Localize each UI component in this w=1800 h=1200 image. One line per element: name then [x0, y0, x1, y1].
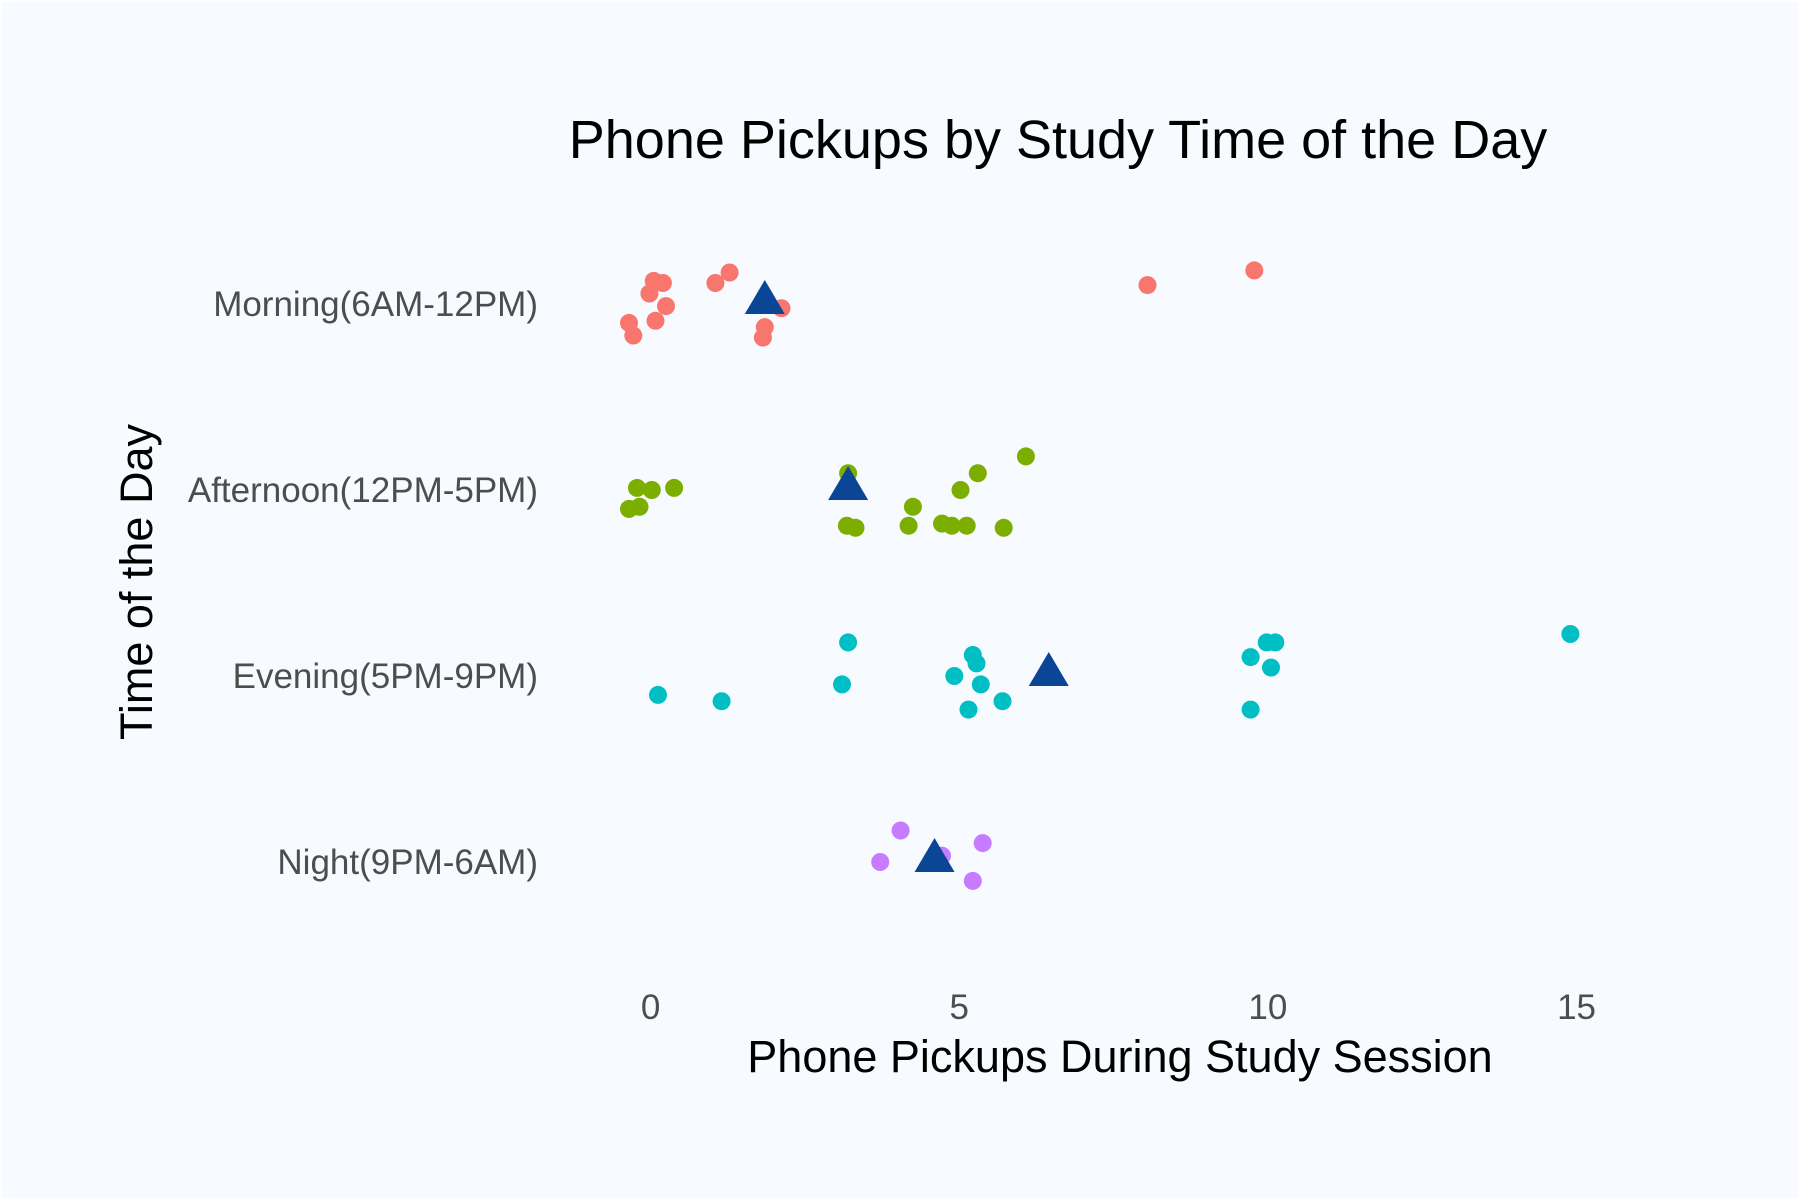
data-point	[1241, 648, 1260, 667]
data-point	[971, 675, 990, 694]
x-axis-title: Phone Pickups During Study Session	[747, 1031, 1492, 1082]
data-point	[706, 274, 725, 292]
mean-marker	[744, 280, 785, 314]
data-point	[891, 821, 910, 840]
data-point	[712, 692, 731, 711]
data-point	[957, 516, 976, 535]
data-point	[1138, 276, 1157, 295]
data-point	[630, 497, 649, 516]
mean-markers	[744, 280, 1069, 872]
y-tick-label: Afternoon(12PM-5PM)	[188, 471, 538, 510]
data-point	[993, 692, 1012, 711]
data-point	[1262, 658, 1280, 677]
y-axis-title: Time of the Day	[111, 424, 162, 740]
data-point	[945, 667, 964, 685]
data-point	[665, 478, 684, 497]
data-point	[657, 297, 675, 316]
mean-marker	[914, 838, 955, 872]
y-tick-labels: Morning(6AM-12PM) Afternoon(12PM-5PM) Even…	[188, 285, 538, 882]
y-tick-label: Morning(6AM-12PM)	[213, 285, 538, 324]
x-tick-label: 15	[1557, 988, 1596, 1027]
data-point	[642, 481, 661, 499]
data-point	[973, 834, 992, 853]
data-point	[624, 326, 643, 345]
data-point	[833, 675, 851, 694]
data-point	[871, 853, 890, 871]
data-point	[967, 654, 986, 673]
data-point	[963, 871, 982, 890]
data-point	[839, 633, 858, 652]
data-point	[994, 518, 1013, 537]
data-point	[646, 311, 665, 330]
data-point	[942, 516, 961, 535]
data-point	[903, 497, 922, 516]
data-point	[628, 478, 646, 497]
data-point	[1266, 633, 1285, 652]
mean-marker	[1028, 652, 1069, 686]
x-tick-label: 5	[950, 988, 969, 1027]
data-point	[1016, 447, 1035, 466]
data-point	[1561, 625, 1580, 643]
x-tick-label: 0	[641, 988, 660, 1027]
data-point	[899, 516, 918, 535]
y-tick-label: Evening(5PM-9PM)	[233, 657, 538, 696]
data-point	[959, 700, 978, 719]
y-tick-label: Night(9PM-6AM)	[277, 843, 538, 882]
x-tick-label: 10	[1248, 988, 1287, 1027]
data-point	[649, 685, 667, 704]
data-point	[968, 464, 987, 483]
data-point	[846, 518, 865, 537]
data-point	[720, 263, 739, 282]
mean-marker	[828, 466, 869, 500]
data-point	[1241, 700, 1260, 719]
x-tick-labels: 0 5 10 15	[641, 988, 1596, 1027]
data-point	[1245, 261, 1264, 280]
chart-title: Phone Pickups by Study Time of the Day	[569, 110, 1548, 170]
data-point	[640, 284, 659, 303]
data-point	[951, 481, 970, 499]
data-point	[653, 274, 672, 292]
data-point	[753, 328, 772, 347]
